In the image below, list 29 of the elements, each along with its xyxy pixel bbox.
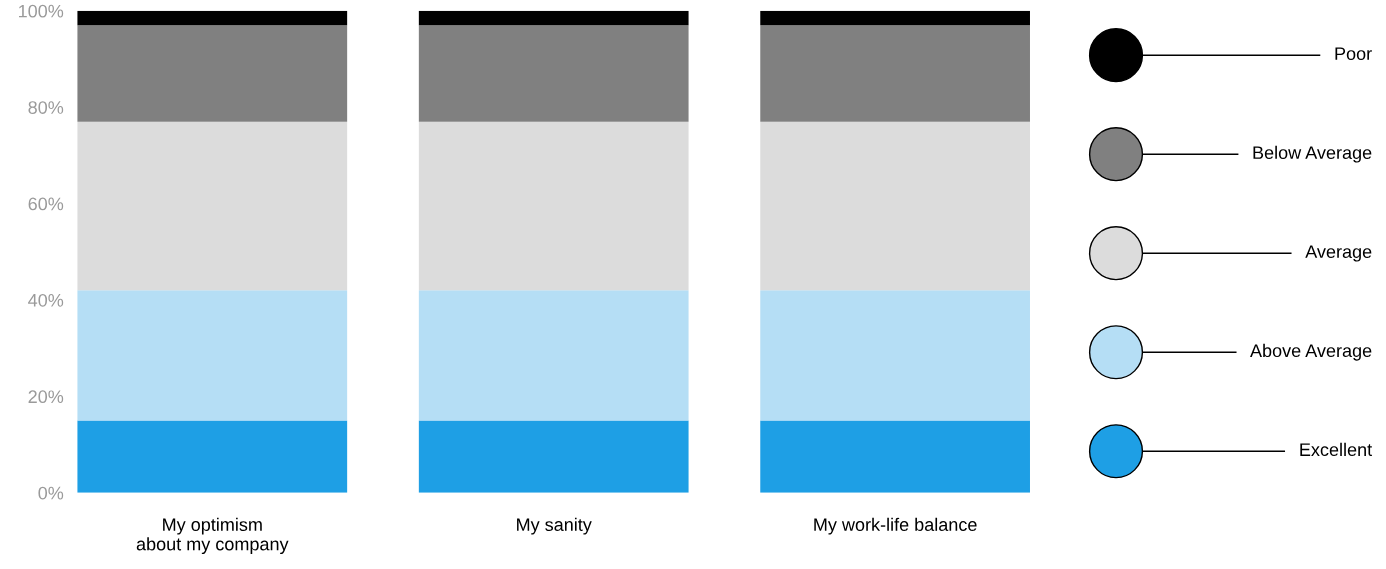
bar: [418, 10, 689, 26]
bar: [77, 290, 348, 421]
bar: [77, 10, 348, 26]
text: Poor: [1335, 47, 1372, 61]
x-tick-label: My work-life balance: [814, 517, 977, 535]
text: Excellent: [1300, 442, 1373, 457]
bar: [760, 10, 1030, 26]
text: Average: [1305, 245, 1372, 262]
bar: [77, 25, 348, 122]
y-tick-label: 40%: [28, 293, 64, 307]
bar: [760, 290, 1030, 421]
bar: [77, 121, 348, 291]
bar: [760, 121, 1030, 291]
bar: [418, 420, 689, 493]
x-tick-label: My sanity: [517, 517, 592, 535]
bar: [760, 25, 1030, 122]
text: Above Average: [1250, 343, 1372, 361]
y-tick-label: 60%: [28, 197, 64, 211]
bar: [418, 121, 689, 291]
bar: [418, 25, 689, 122]
y-tick-label: 0%: [38, 486, 64, 500]
bar: [418, 290, 689, 421]
text: Below Average: [1253, 145, 1372, 163]
bar: [77, 420, 348, 493]
y-tick-label: 80%: [28, 101, 64, 114]
y-tick-label: 20%: [28, 390, 64, 404]
bar: [760, 420, 1030, 493]
y-tick-label: 100%: [19, 4, 64, 18]
x-tick-label: My optimism about my company: [136, 517, 289, 555]
